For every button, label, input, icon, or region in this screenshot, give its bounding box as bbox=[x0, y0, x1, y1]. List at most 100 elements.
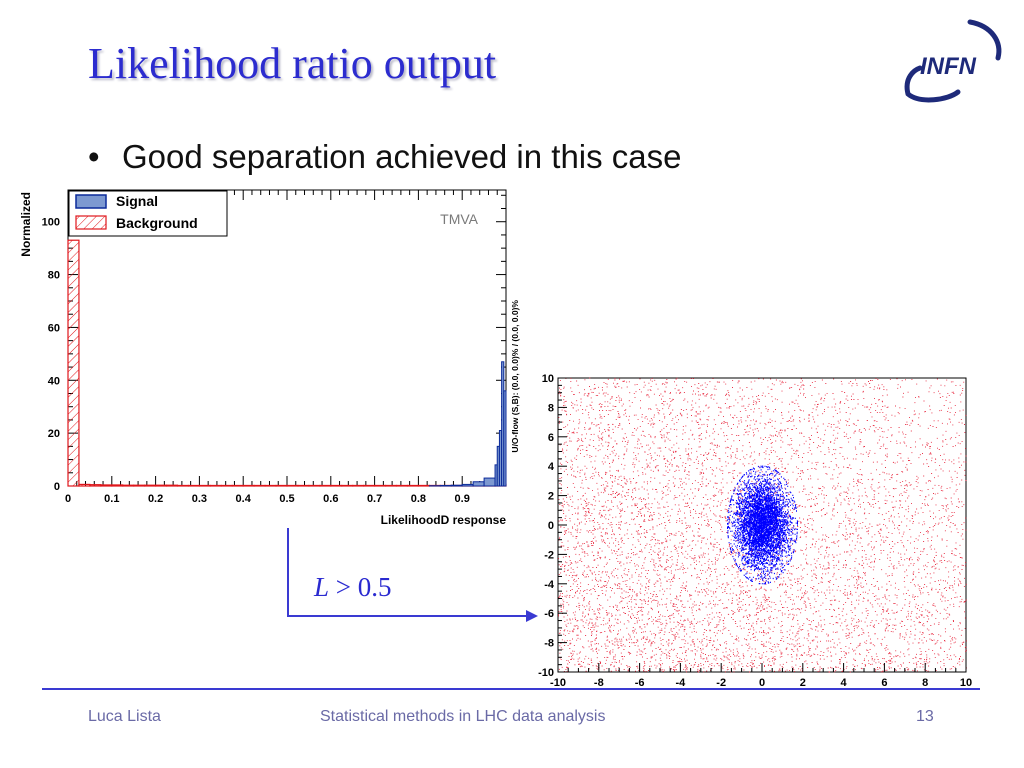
likelihood-histogram: 0 0.1 0.2 0.3 0.4 0.5 0.6 0.7 0.8 0.9 0 20 40 60 80 100… bbox=[19, 189, 520, 527]
x-tick-label: 0.5 bbox=[279, 493, 294, 505]
background-bar bbox=[297, 484, 310, 487]
y-tick-label: -8 bbox=[544, 638, 554, 650]
legend-signal-label: Signal bbox=[116, 193, 158, 209]
footer-talk-title: Statistical methods in LHC data analysis bbox=[320, 708, 606, 725]
legend-signal-swatch bbox=[75, 194, 107, 209]
background-bar bbox=[176, 484, 190, 487]
background-bar bbox=[133, 484, 146, 487]
x-tick-label: -6 bbox=[635, 677, 645, 688]
signal-bar bbox=[472, 481, 485, 487]
background-bar bbox=[384, 484, 398, 487]
signal-bar bbox=[503, 390, 507, 487]
cut-value: 0.5 bbox=[357, 572, 392, 602]
y-tick-label: 0 bbox=[548, 520, 554, 532]
background-bar bbox=[330, 484, 343, 487]
cut-variable: L bbox=[314, 572, 330, 602]
y-tick-label: 10 bbox=[542, 373, 554, 385]
plot-frame bbox=[67, 189, 507, 487]
y-axis-label: Normalized bbox=[19, 192, 33, 257]
y-tick-label: 4 bbox=[548, 461, 555, 473]
background-points bbox=[558, 377, 967, 673]
background-bar bbox=[89, 484, 102, 487]
background-bar bbox=[341, 484, 354, 487]
x-tick-label: 0 bbox=[65, 493, 71, 505]
background-bar bbox=[155, 484, 168, 487]
x-tick-label: 0 bbox=[759, 677, 765, 688]
background-bar bbox=[165, 484, 179, 487]
logo-arc-top bbox=[967, 19, 1002, 61]
background-bar bbox=[395, 484, 409, 487]
background-bar bbox=[352, 484, 365, 487]
y-tick-label: 8 bbox=[548, 402, 554, 414]
background-bar bbox=[242, 484, 255, 487]
y-tick-label: 100 bbox=[42, 217, 60, 229]
background-bar bbox=[286, 484, 299, 487]
x-tick-label: -10 bbox=[550, 677, 566, 688]
bullet-dot: • bbox=[88, 138, 100, 175]
y-tick-label: -10 bbox=[538, 667, 554, 679]
bullet-item: • Good separation achieved in this case bbox=[88, 138, 682, 176]
scatter-plot: -10 -8 -6 -4 -2 0 2 4 6 8 10 10 8 6 4 2 0 -2 -4 -6 -8 -10 bbox=[538, 373, 972, 688]
y-tick-label: 0 bbox=[54, 481, 60, 493]
background-bar bbox=[111, 484, 124, 487]
slide-title: Likelihood ratio output bbox=[88, 39, 497, 88]
cut-label: L > 0.5 bbox=[314, 572, 392, 603]
signal-bar bbox=[461, 483, 474, 487]
x-tick-label: -4 bbox=[676, 677, 687, 688]
bullet-text: Good separation achieved in this case bbox=[122, 138, 682, 175]
background-bar bbox=[417, 484, 430, 487]
y-tick-label: -2 bbox=[544, 549, 554, 561]
background-bar bbox=[220, 484, 233, 487]
x-tick-label: 0.7 bbox=[367, 493, 382, 505]
footer-author: Luca Lista bbox=[88, 708, 161, 725]
legend: Signal Background bbox=[68, 190, 228, 237]
x-tick-label: 0.3 bbox=[192, 493, 207, 505]
x-tick-label: 0.6 bbox=[323, 493, 338, 505]
x-tick-label: -2 bbox=[716, 677, 726, 688]
y-tick-label: 20 bbox=[48, 428, 60, 440]
background-bar bbox=[122, 484, 135, 487]
signal-bar bbox=[450, 484, 463, 487]
x-tick-label: 0.1 bbox=[104, 493, 119, 505]
background-bar bbox=[363, 484, 376, 487]
x-tick-label: 8 bbox=[922, 677, 928, 688]
x-tick-label: 0.9 bbox=[455, 493, 470, 505]
y-tick-label: 80 bbox=[48, 270, 60, 282]
signal-points bbox=[727, 465, 798, 585]
signal-bar bbox=[483, 477, 496, 487]
x-tick-label: -8 bbox=[594, 677, 604, 688]
background-bar bbox=[264, 484, 277, 487]
y-tick-label: -6 bbox=[544, 608, 554, 620]
background-bar bbox=[231, 484, 244, 487]
infn-logo: INFN bbox=[904, 19, 1002, 103]
y-tick-label: 6 bbox=[548, 432, 554, 444]
background-bar bbox=[100, 484, 113, 487]
background-bar bbox=[78, 483, 91, 487]
x-tick-label: 10 bbox=[960, 677, 972, 688]
background-bar bbox=[144, 484, 157, 487]
x-axis-label: LikelihoodD response bbox=[381, 513, 507, 527]
signal-bar bbox=[439, 484, 452, 487]
background-bar bbox=[209, 484, 222, 487]
legend-background-swatch bbox=[75, 215, 107, 230]
legend-background-label: Background bbox=[116, 215, 198, 231]
x-tick-label: 0.4 bbox=[236, 493, 252, 505]
overflow-label: U/O-flow (S,B): (0.0, 0.0)% / (0.0, 0.0)… bbox=[510, 300, 520, 453]
background-bar bbox=[198, 484, 211, 487]
background-bar bbox=[319, 484, 332, 487]
background-bar bbox=[374, 484, 387, 487]
background-bar bbox=[67, 239, 80, 487]
x-tick-label: 2 bbox=[800, 677, 806, 688]
y-tick-label: 40 bbox=[48, 375, 60, 387]
background-bar bbox=[275, 484, 288, 487]
x-tick-label: 6 bbox=[881, 677, 887, 688]
x-tick-label: 0.2 bbox=[148, 493, 163, 505]
arrow-line bbox=[287, 528, 526, 617]
background-bar bbox=[308, 484, 321, 487]
y-tick-label: -4 bbox=[544, 579, 555, 591]
background-bar bbox=[253, 484, 266, 487]
y-tick-label: 2 bbox=[548, 491, 554, 503]
background-bar bbox=[187, 484, 200, 487]
footer-divider bbox=[42, 688, 980, 690]
page-number: 13 bbox=[916, 708, 934, 725]
